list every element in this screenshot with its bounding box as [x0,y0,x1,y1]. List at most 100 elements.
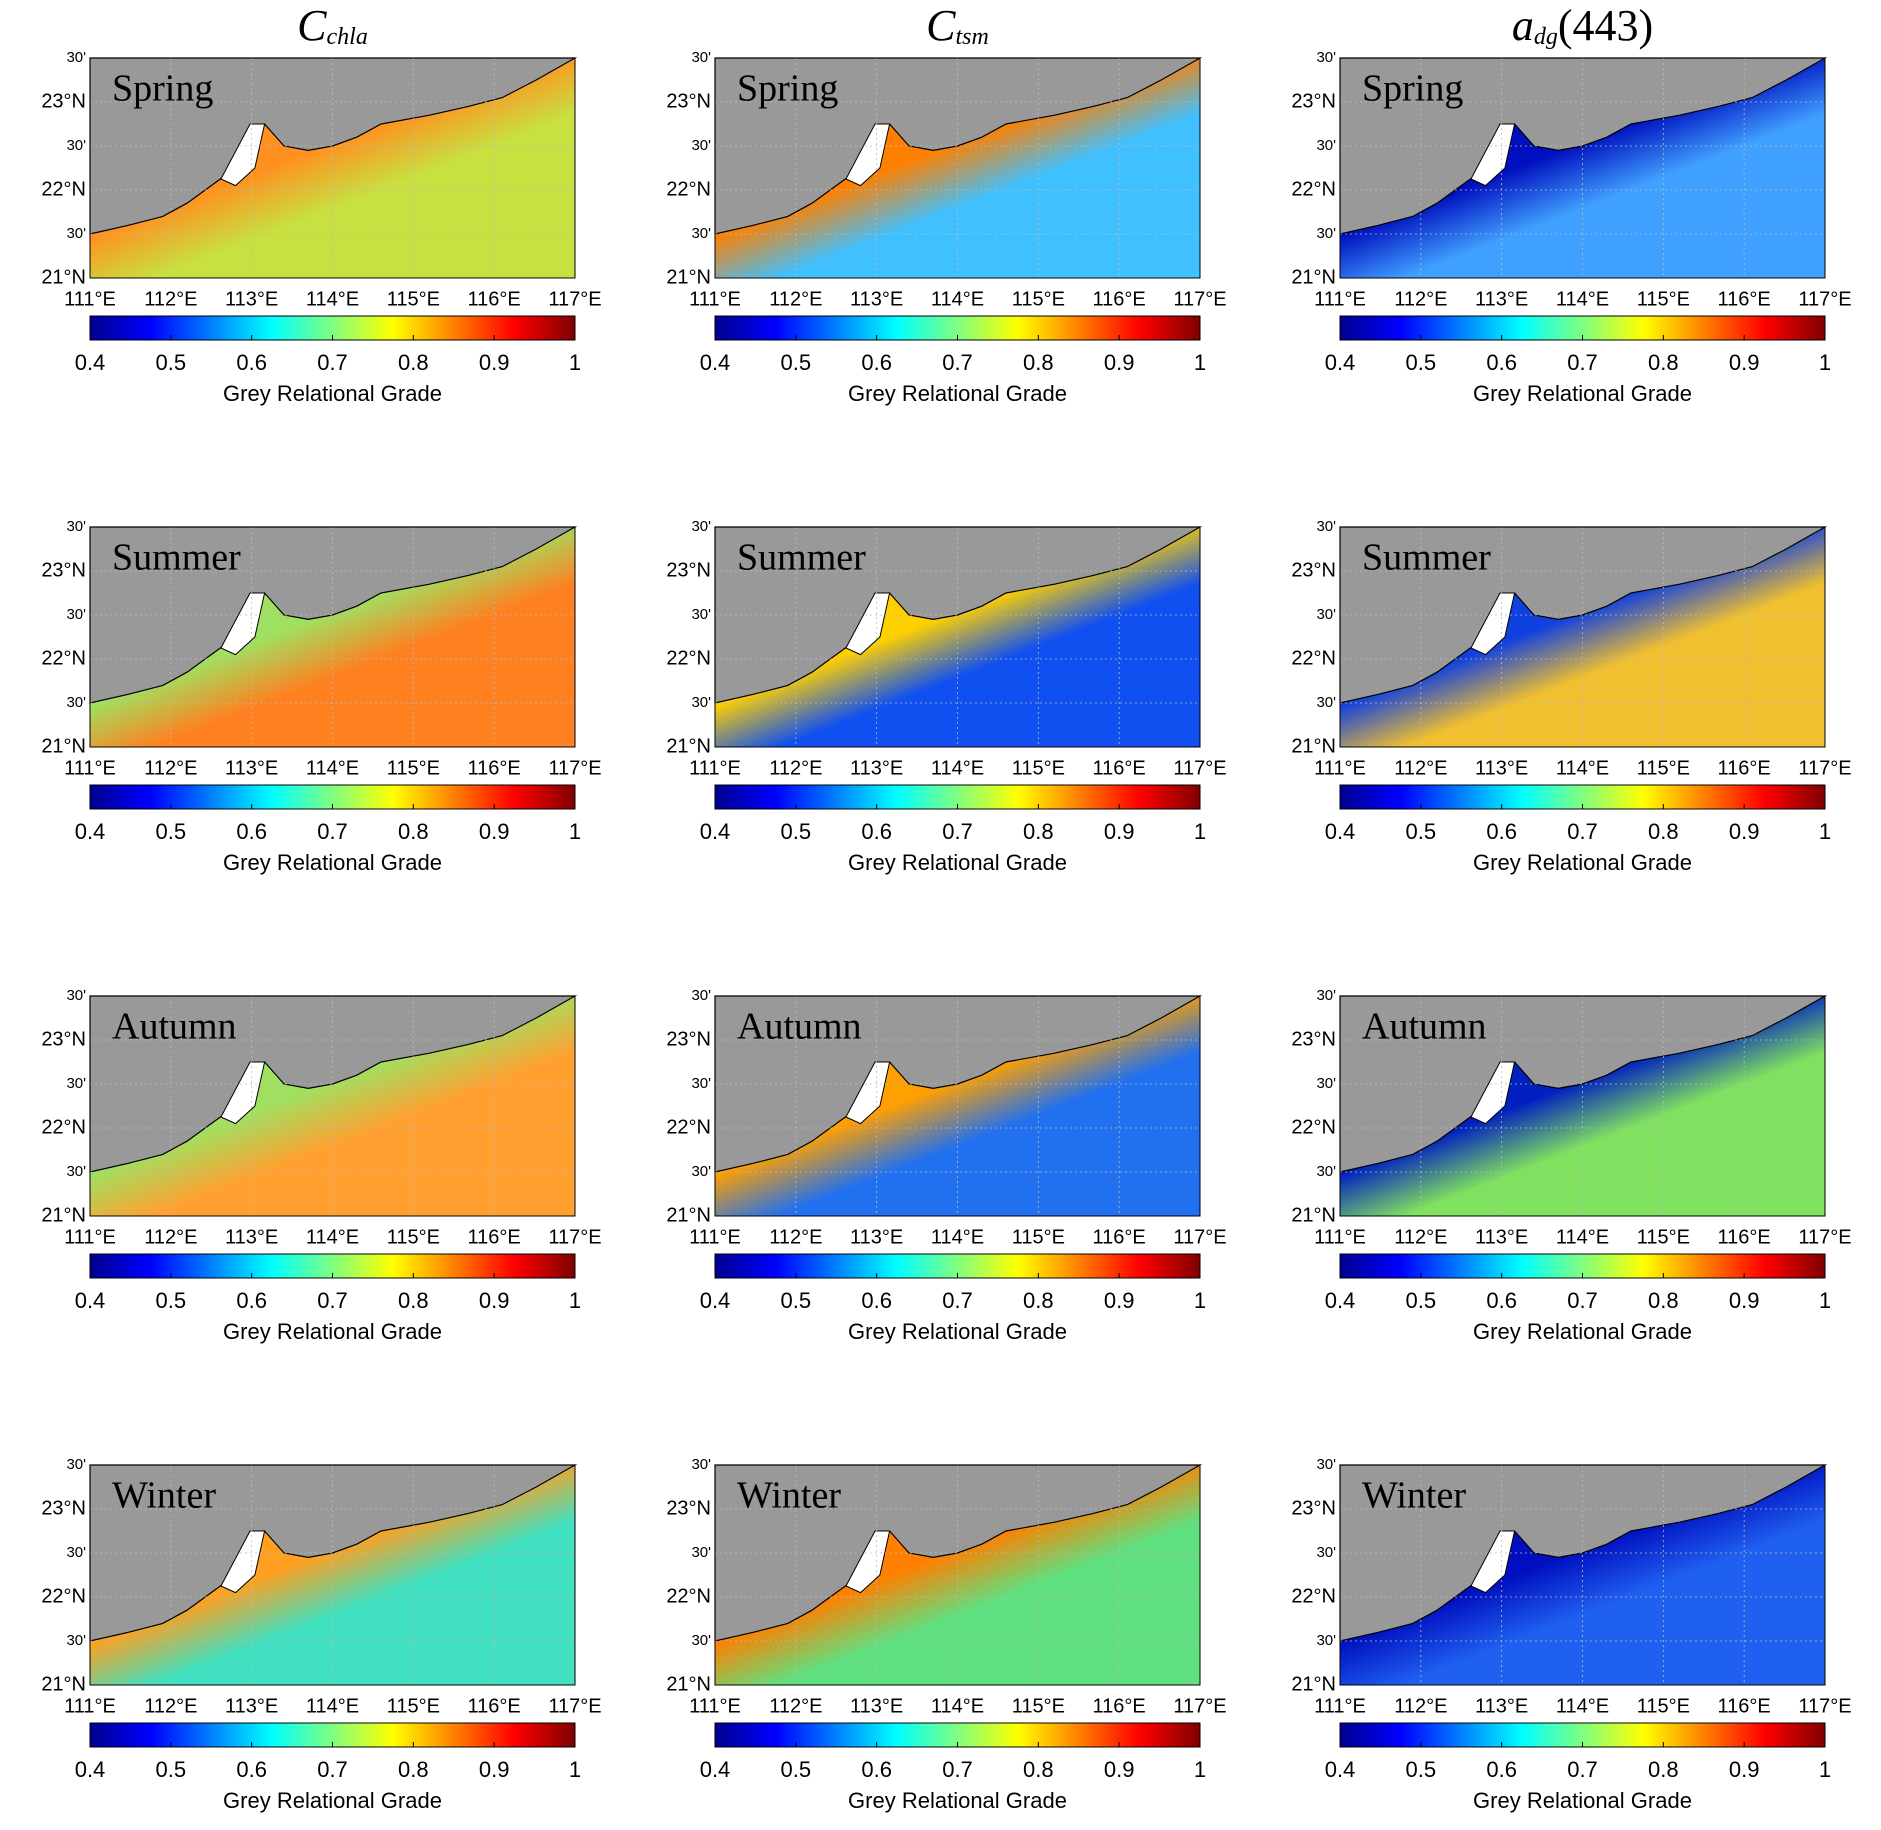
colorbar-tick-label: 0.6 [236,1288,267,1313]
colorbar-tick-label: 0.4 [700,819,731,844]
estuary [1470,592,1516,656]
lat-tick-label: 23°N [1291,1028,1336,1050]
colorbar-tick-label: 0.9 [1729,819,1760,844]
title-subscript: chla [327,24,368,50]
lon-tick-label: 111°E [689,288,741,310]
lat-tick-label: 30' [66,137,86,154]
colorbar-tick-label: 1 [1819,819,1831,844]
colorbar-tick-label: 0.7 [1567,1288,1598,1313]
lon-tick-label: 114°E [931,288,984,310]
lon-tick-label: 112°E [769,288,822,310]
lat-tick-label: 30' [1316,518,1336,535]
estuary [845,1061,891,1125]
colorbar-tick-label: 0.4 [75,350,106,375]
column-title: adg(443) [1512,1,1653,50]
colorbar-tick-label: 0.7 [317,819,348,844]
lon-tick-label: 112°E [144,757,197,779]
colorbar-tick-label: 0.4 [1325,1757,1356,1782]
map-frame [714,995,1201,1217]
lon-tick-label: 115°E [1637,288,1690,310]
colorbar-label: Grey Relational Grade [223,850,442,875]
lon-tick-label: 111°E [689,757,741,779]
colorbar-label: Grey Relational Grade [848,850,1067,875]
colorbar-tick-label: 0.5 [1406,350,1437,375]
lon-tick-label: 114°E [306,1226,359,1248]
lon-tick-label: 114°E [1556,288,1609,310]
lon-tick-label: 116°E [1718,1226,1771,1248]
colorbar-label: Grey Relational Grade [223,1788,442,1813]
colorbar-label: Grey Relational Grade [848,381,1067,406]
lon-tick-label: 112°E [144,288,197,310]
lon-tick-label: 114°E [1556,1226,1609,1248]
lat-tick-label: 30' [66,1163,86,1180]
lat-tick-label: 30' [1316,137,1336,154]
lat-tick-label: 21°N [41,1204,86,1226]
colorbar-tick-label: 0.5 [156,1288,187,1313]
colorbar-label: Grey Relational Grade [848,1319,1067,1344]
colorbar-tick-label: 0.6 [1486,1288,1517,1313]
lon-tick-label: 117°E [548,288,601,310]
colorbar-tick-label: 0.4 [1325,819,1356,844]
lat-tick-label: 30' [691,225,711,242]
colorbar-tick-label: 0.6 [236,350,267,375]
lon-tick-label: 114°E [1556,1695,1609,1717]
lon-tick-label: 117°E [1798,1226,1851,1248]
colorbar-tick-label: 0.8 [398,819,429,844]
lat-tick-label: 21°N [41,1673,86,1695]
lon-tick-label: 113°E [225,757,278,779]
colorbar-tick-label: 0.5 [781,1757,812,1782]
lat-tick-label: 30' [691,1075,711,1092]
colorbar-tick-label: 1 [569,819,581,844]
lat-tick-label: 30' [66,606,86,623]
colorbar-tick-label: 1 [1194,1288,1206,1313]
lon-tick-label: 111°E [64,1226,116,1248]
lat-tick-label: 23°N [666,90,711,112]
lon-tick-label: 111°E [689,1695,741,1717]
lon-tick-label: 113°E [850,757,903,779]
lat-tick-label: 22°N [1291,1585,1336,1607]
colorbar-tick-label: 0.7 [942,350,973,375]
map-frame [1339,1464,1826,1686]
lat-tick-label: 21°N [666,735,711,757]
lat-tick-label: 30' [66,518,86,535]
title-subscript: dg [1534,24,1558,50]
map-frame [89,995,576,1217]
estuary [220,123,266,187]
colorbar-tick-label: 0.5 [781,350,812,375]
lat-tick-label: 21°N [666,1673,711,1695]
map-frame [89,526,576,748]
colorbar-label: Grey Relational Grade [1473,1319,1692,1344]
lon-tick-label: 115°E [1012,1226,1065,1248]
column-title: Ctsm [926,1,989,50]
lon-tick-label: 113°E [225,288,278,310]
colorbar-tick-label: 1 [1819,350,1831,375]
lat-tick-label: 30' [691,1544,711,1561]
lat-tick-label: 22°N [41,647,86,669]
colorbar-tick-label: 0.8 [1023,819,1054,844]
lat-tick-label: 30' [66,49,86,66]
lon-tick-label: 113°E [850,1695,903,1717]
lon-tick-label: 114°E [306,1695,359,1717]
title-suffix: (443) [1558,1,1653,50]
colorbar-tick-label: 0.6 [236,819,267,844]
map-frame [1339,995,1826,1217]
colorbar-tick-label: 0.6 [861,1757,892,1782]
lat-tick-label: 22°N [41,1116,86,1138]
lon-tick-label: 116°E [468,288,521,310]
lon-tick-label: 116°E [468,1695,521,1717]
season-label: Autumn [1362,1006,1487,1048]
colorbar-tick-label: 0.4 [75,1757,106,1782]
lat-tick-label: 30' [691,1163,711,1180]
colorbar-tick-label: 0.9 [479,350,510,375]
season-label: Autumn [737,1006,862,1048]
colorbar-tick-label: 0.5 [1406,1288,1437,1313]
lat-tick-label: 30' [691,137,711,154]
lon-tick-label: 115°E [1012,757,1065,779]
lon-tick-label: 111°E [64,1695,116,1717]
estuary [220,1530,266,1594]
colorbar-tick-label: 0.5 [1406,819,1437,844]
column-title: Cchla [297,1,368,50]
colorbar-tick-label: 0.9 [1729,350,1760,375]
lat-tick-label: 30' [691,49,711,66]
colorbar-tick-label: 0.8 [1648,1288,1679,1313]
